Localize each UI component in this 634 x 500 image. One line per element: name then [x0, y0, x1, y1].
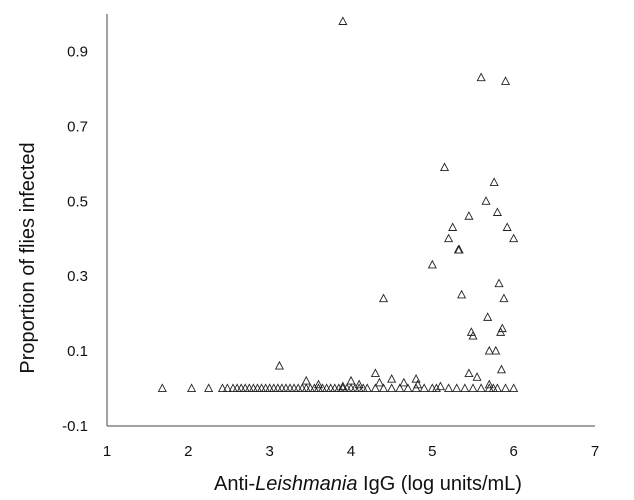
axes [106, 14, 595, 427]
data-point [476, 72, 486, 82]
x-tick-label: 7 [591, 443, 599, 460]
data-point [338, 381, 348, 391]
data-point [435, 381, 446, 391]
data-point [399, 377, 409, 387]
y-tick-label: 0.1 [67, 343, 88, 360]
data-point [464, 211, 474, 220]
data-point [454, 244, 464, 254]
data-point [354, 379, 364, 389]
y-tick-label: 0.7 [67, 118, 88, 135]
data-point [370, 368, 380, 378]
data-point [370, 383, 380, 392]
x-tick-label: 5 [428, 443, 436, 460]
x-tick-label: 3 [265, 443, 273, 460]
data-point [387, 374, 397, 383]
data-point [439, 162, 450, 172]
y-tick-labels: -0.1 0.1 0.3 0.5 0.7 0.9 [62, 43, 88, 435]
data-point [483, 312, 493, 321]
x-tick-label: 2 [184, 443, 192, 460]
data-point [468, 330, 478, 340]
data-point [378, 293, 389, 303]
data-point [413, 379, 423, 389]
x-axis-title-suffix: IgG (log units/mL) [357, 473, 522, 495]
x-tick-label: 4 [347, 443, 355, 460]
data-point [472, 372, 482, 381]
data-point [431, 383, 441, 392]
data-point [452, 383, 462, 392]
data-point [492, 207, 502, 216]
data-point [492, 383, 502, 392]
data-point [509, 383, 519, 392]
y-tick-label: 0.3 [67, 268, 88, 285]
data-point [204, 383, 214, 392]
x-tick-labels: 1 2 3 4 5 6 7 [103, 443, 599, 460]
data-point [362, 383, 372, 392]
data-point [464, 368, 474, 378]
data-point [427, 259, 437, 269]
data-point [187, 383, 197, 392]
data-point [378, 383, 389, 392]
data-point [499, 293, 509, 303]
data-point [274, 360, 284, 370]
y-tick-label: 0.9 [67, 43, 88, 60]
data-point [496, 364, 507, 374]
data-point [222, 383, 232, 392]
data-point [497, 323, 507, 333]
data-point [476, 383, 486, 392]
data-point [395, 383, 405, 392]
data-point [403, 383, 413, 392]
data-point [448, 222, 458, 231]
data-point [484, 345, 494, 355]
x-tick-label: 1 [103, 443, 111, 460]
y-tick-label: 0.5 [67, 193, 88, 210]
data-point [444, 383, 454, 392]
x-tick-label: 6 [509, 443, 517, 460]
data-point [374, 377, 385, 387]
y-tick-label: -0.1 [62, 418, 88, 435]
data-point [387, 383, 397, 392]
data-point [494, 278, 504, 288]
data-point [338, 16, 348, 25]
data-point [411, 374, 421, 383]
data-point [509, 233, 519, 243]
data-point [460, 383, 470, 392]
x-axis-title-italic: Leishmania [255, 473, 357, 495]
data-point [313, 379, 324, 389]
data-point [500, 76, 511, 85]
data-point [500, 383, 511, 392]
data-point [301, 375, 311, 385]
y-axis-title: Proportion of flies infected [17, 142, 39, 373]
data-point [157, 383, 167, 392]
data-point [491, 345, 501, 355]
x-axis-title: Anti-Leishmania IgG (log units/mL) [214, 473, 522, 495]
data-point [419, 383, 429, 392]
data-points [157, 16, 519, 392]
x-axis-title-prefix: Anti- [214, 473, 255, 495]
data-point [468, 383, 478, 392]
data-point [489, 177, 499, 186]
data-point [444, 233, 454, 243]
data-point [217, 383, 228, 392]
data-point [457, 289, 467, 299]
data-point [481, 196, 491, 205]
data-point [484, 379, 494, 389]
data-point [502, 222, 512, 231]
data-point [346, 375, 356, 385]
